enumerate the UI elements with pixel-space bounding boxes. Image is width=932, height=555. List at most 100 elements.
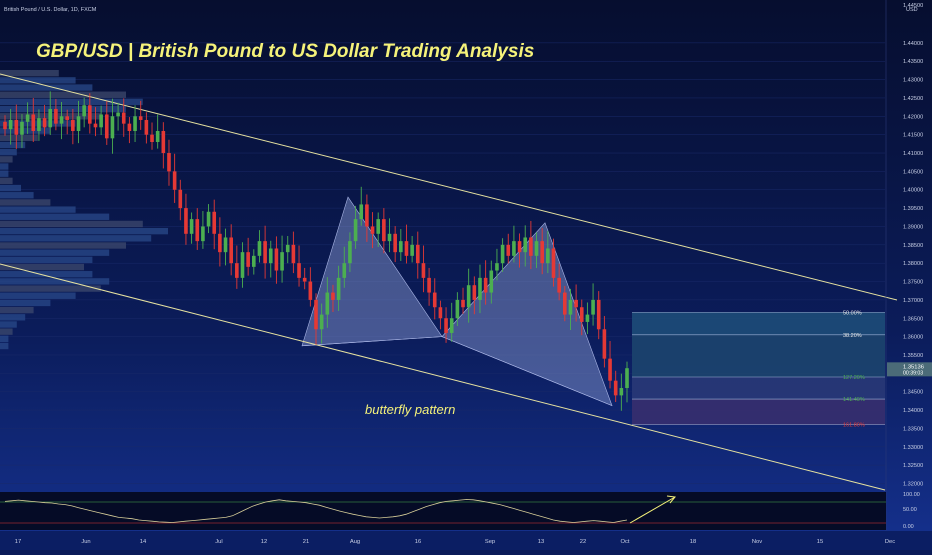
time-tick-15: Dec: [885, 539, 895, 545]
price-tick-4: 1.42000: [903, 114, 923, 120]
volume-profile-bar-22: [0, 227, 168, 235]
time-tick-9: 13: [538, 539, 544, 545]
last-price-value: 1.35136: [903, 364, 924, 370]
candle-body-23: [133, 116, 137, 131]
candle-body-58: [331, 292, 335, 300]
last-price-countdown: 00:39:03: [903, 370, 923, 376]
price-tick-6: 1.41000: [903, 151, 923, 157]
candle-body-27: [155, 130, 160, 143]
volume-profile-bar-16: [0, 184, 21, 192]
volume-profile-bar-10: [0, 141, 26, 149]
last-price-badge: [887, 362, 932, 377]
time-tick-8: Sep: [485, 539, 495, 545]
candle-body-4: [25, 114, 30, 122]
candle-body-50: [285, 244, 290, 253]
volume-profile-bar-3: [0, 91, 126, 98]
candle-body-75: [427, 277, 431, 293]
fib-zone-2: [632, 377, 885, 400]
price-axis: 1.44000 1.43500 1.43000 1.42500 1.42000 1.415…: [885, 0, 932, 550]
candle-body-29: [167, 153, 171, 172]
volume-profile-bar-29: [0, 278, 110, 285]
price-tick-22: 1.33000: [903, 445, 923, 451]
currency-label: USD: [906, 7, 918, 13]
candle-body-25: [144, 119, 149, 135]
candle-body-63: [359, 204, 364, 220]
volume-profile-bar-20: [0, 213, 110, 220]
volume-profile-bar-14: [0, 170, 9, 177]
candle-body-64: [365, 204, 369, 227]
time-tick-3: Jul: [215, 539, 222, 545]
candle-body-13: [76, 116, 81, 131]
candle-body-42: [240, 252, 245, 278]
volume-profile-bar-11: [0, 148, 17, 156]
volume-profile-bar-27: [0, 263, 84, 271]
volume-profile-bar-8: [0, 127, 51, 134]
time-tick-12: 18: [690, 539, 696, 545]
candle-body-53: [302, 277, 307, 282]
candle-body-45: [257, 241, 262, 256]
candle-body-100: [568, 299, 573, 315]
candle-body-91: [517, 241, 522, 253]
price-tick-15: 1.36500: [903, 316, 923, 322]
volume-profile-bar-33: [0, 306, 34, 314]
time-tick-7: 16: [415, 539, 421, 545]
candle-body-99: [562, 292, 567, 315]
candle-body-70: [399, 241, 403, 253]
candle-body-60: [342, 263, 347, 278]
candle-body-78: [444, 318, 448, 333]
candle-body-7: [42, 118, 47, 128]
candle-body-71: [404, 241, 409, 256]
candle-body-8: [48, 108, 53, 128]
volume-profile-bar-31: [0, 292, 76, 299]
fib-level-label-1: 38.20%: [843, 333, 862, 339]
candle-body-21: [121, 112, 126, 124]
price-tick-11: 1.38500: [903, 243, 923, 249]
candle-body-17: [99, 114, 103, 128]
price-tick-12: 1.38000: [903, 261, 923, 267]
candle-body-83: [472, 285, 477, 300]
candle-body-38: [218, 233, 222, 253]
candle-body-82: [466, 285, 471, 308]
candle-body-85: [483, 277, 488, 293]
candle-body-74: [421, 263, 426, 278]
time-tick-1: Jun: [81, 539, 90, 545]
candle-body-86: [489, 270, 494, 293]
price-tick-14: 1.37000: [903, 298, 923, 304]
candle-body-6: [37, 118, 41, 131]
butterfly-pattern: [301, 196, 613, 407]
volume-profile-bar-38: [0, 342, 9, 350]
volume-profile-bar-32: [0, 299, 51, 307]
volume-profile-bar-15: [0, 177, 13, 185]
price-tick-16: 1.36000: [903, 335, 923, 341]
candle-body-2: [14, 119, 19, 135]
candle-body-101: [574, 299, 578, 308]
descending-channel: [0, 73, 898, 491]
candle-body-105: [596, 299, 601, 330]
time-tick-14: 15: [817, 539, 823, 545]
candle-body-51: [291, 244, 296, 264]
chart-title: GBP/USD | British Pound to US Dollar Tra…: [36, 41, 534, 62]
time-tick-13: Nov: [752, 539, 762, 545]
candle-body-55: [314, 299, 318, 330]
volume-profile-bar-13: [0, 163, 9, 170]
candle-body-24: [138, 116, 143, 120]
price-tick-20: 1.34000: [903, 408, 923, 414]
candle-body-72: [410, 244, 414, 256]
candle-body-73: [415, 244, 420, 264]
price-tick-21: 1.33500: [903, 426, 923, 432]
candle-body-94: [534, 241, 539, 256]
candle-body-43: [246, 252, 250, 267]
candle-body-56: [319, 314, 324, 330]
time-tick-11: Oct: [620, 539, 629, 545]
time-tick-2: 14: [140, 539, 147, 545]
candle-body-54: [308, 281, 313, 300]
candle-body-33: [189, 219, 194, 234]
candle-body-92: [523, 237, 528, 253]
candle-body-62: [353, 219, 358, 242]
time-tick-4: 12: [261, 539, 267, 545]
fib-zone-1: [632, 334, 885, 378]
candle-body-31: [178, 189, 183, 209]
volume-profile-bar-4: [0, 98, 143, 106]
